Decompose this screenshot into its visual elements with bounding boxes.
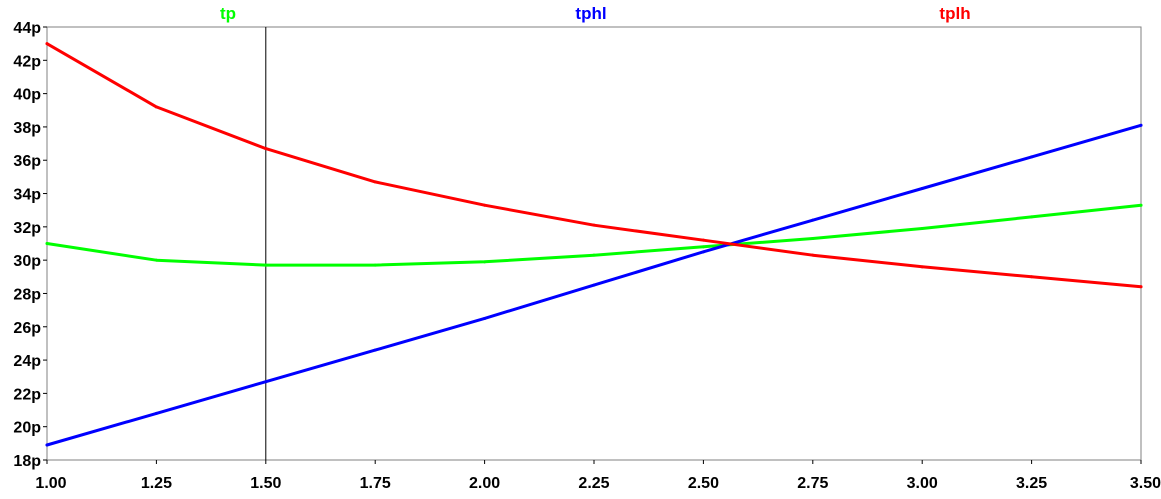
x-tick-label: 3.25 [1016,475,1047,492]
legend-label-tp[interactable]: tp [220,4,236,23]
y-tick-label: 44p [13,20,41,37]
data-point-tp [45,242,49,245]
x-tick-label: 2.00 [469,475,500,492]
data-point-tplh [920,265,924,269]
x-tick-label: 1.00 [35,475,66,492]
data-point-tp [373,263,377,267]
x-tick-label: 2.50 [688,475,719,492]
data-point-tphl [1030,155,1034,159]
x-tick-label: 3.50 [1130,475,1161,492]
data-point-tphl [483,316,487,320]
axes-layer: 18p 20p 22p 24p 26p 28p 30p 32p 34p 36p 38p 40p 42p 4… [13,20,1161,492]
data-point-tphl [920,187,924,191]
data-point-tphl [811,218,815,222]
data-point-tp [811,237,815,241]
data-point-tplh [373,180,377,184]
y-tick-label: 26p [13,320,41,337]
y-tick-label: 20p [13,420,41,437]
data-point-tp [592,253,596,257]
y-tick-label: 28p [13,286,41,303]
y-tick-label: 18p [13,453,41,470]
plot-frame [46,26,1142,461]
y-tick-label: 42p [13,53,41,70]
y-tick-label: 40p [13,87,41,104]
data-point-tplh [483,203,487,207]
data-point-tp [1030,215,1034,219]
data-point-tplh [811,253,815,257]
y-tick-label: 32p [13,220,41,237]
data-point-tp [264,263,268,267]
y-tick-label: 36p [13,153,41,170]
data-point-tplh [1030,275,1034,279]
x-tick-label: 1.75 [360,475,391,492]
y-tick-label: 22p [13,386,41,403]
data-point-tphl [154,411,158,415]
x-tick-label: 2.25 [578,475,609,492]
legend-label-tplh[interactable]: tplh [939,4,970,23]
data-point-tphl [45,443,49,447]
data-point-tp [154,258,158,262]
legend-label-tphl[interactable]: tphl [575,4,606,23]
legend-layer: tp tphl tplh [220,4,971,23]
x-tick-label: 1.25 [141,475,172,492]
data-point-tplh [701,238,705,242]
data-point-tplh [264,147,268,151]
x-tick-label: 2.75 [797,475,828,492]
x-tick-label: 1.50 [250,475,281,492]
data-point-tplh [592,223,596,227]
data-point-tplh [1139,285,1143,289]
data-point-tphl [1139,123,1143,127]
data-point-tplh [45,42,49,46]
series-layer [45,42,1143,447]
y-tick-label: 38p [13,120,41,137]
data-point-tphl [701,250,705,254]
y-tick-label: 34p [13,187,41,204]
data-point-tp [701,245,705,249]
data-point-tp [483,260,487,264]
data-point-tphl [373,348,377,352]
data-point-tplh [154,105,158,109]
data-point-tphl [264,380,268,384]
series-line-tplh[interactable] [45,42,1143,289]
data-point-tphl [592,283,596,287]
data-point-tp [920,227,924,231]
data-point-tp [1139,203,1143,207]
y-tick-label: 30p [13,253,41,270]
x-tick-label: 3.00 [907,475,938,492]
y-tick-label: 24p [13,353,41,370]
